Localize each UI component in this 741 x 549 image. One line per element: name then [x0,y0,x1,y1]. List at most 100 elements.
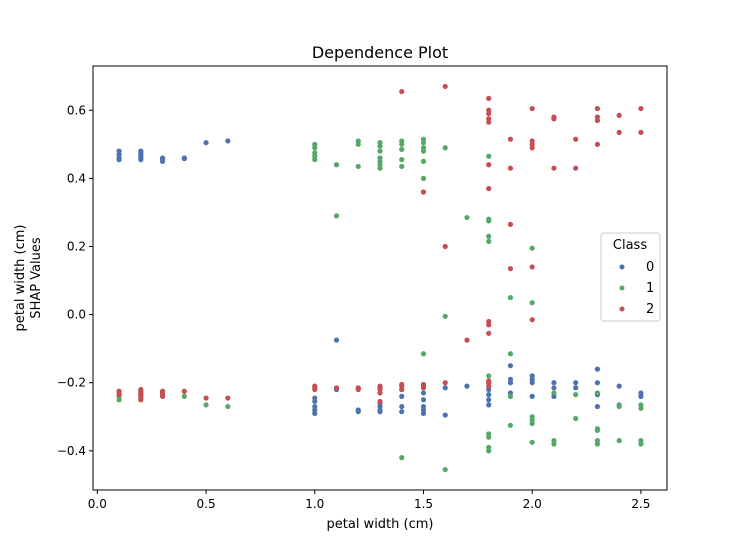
scatter-point-class-2 [203,395,209,401]
x-tick-label: 1.5 [414,497,433,511]
scatter-point-class-1 [616,403,622,410]
scatter-point-class-1 [181,393,187,399]
scatter-point-class-1 [333,162,340,168]
scatter-point-class-0 [573,380,579,386]
scatter-point-class-2 [616,112,622,118]
scatter-point-class-1 [420,148,427,154]
scatter-point-class-2 [486,111,492,117]
scatter-point-class-1 [551,441,557,447]
scatter-point-class-1 [442,313,448,319]
scatter-point-class-0 [203,140,209,146]
scatter-point-class-1 [399,141,405,147]
scatter-point-class-2 [377,398,383,405]
scatter-point-class-0 [355,409,361,415]
scatter-point-class-0 [225,138,231,144]
y-tick-label: −0.2 [57,376,86,390]
scatter-point-class-1 [507,294,514,301]
scatter-point-class-0 [420,390,427,396]
scatter-point-class-2 [486,186,492,192]
scatter-point-class-1 [312,157,318,163]
scatter-point-class-2 [507,221,514,227]
scatter-point-class-1 [399,146,405,153]
scatter-point-class-1 [225,403,231,410]
scatter-point-class-1 [529,245,535,251]
scatter-point-class-0 [529,380,535,386]
scatter-point-class-0 [594,366,601,372]
scatter-point-class-1 [529,420,535,427]
y-tick-label: −0.4 [57,444,86,458]
y-axis-label-line-2: SHAP Values [29,237,44,319]
scatter-point-class-2 [225,395,231,401]
scatter-point-class-1 [486,238,492,244]
scatter-point-class-2 [594,117,601,124]
scatter-point-class-2 [507,266,514,272]
plot-area-frame [92,65,668,491]
scatter-point-class-2 [442,380,448,386]
scatter-point-class-2 [529,264,535,270]
scatter-point-class-0 [138,157,144,163]
x-tick-label: 2.0 [523,497,542,511]
scatter-point-class-2 [420,189,427,195]
scatter-point-class-2 [529,105,535,112]
scatter-point-class-2 [486,119,492,125]
scatter-point-class-1 [420,175,427,181]
scatter-point-class-0 [594,403,601,410]
scatter-point-class-0 [507,380,514,386]
scatter-point-class-2 [399,88,405,95]
legend-marker-2 [619,306,625,312]
scatter-point-class-1 [203,402,209,408]
scatter-point-class-2 [507,165,514,171]
scatter-point-class-0 [616,383,622,389]
x-axis-label: petal width (cm) [327,517,434,532]
scatter-point-class-1 [420,140,427,146]
scatter-point-class-1 [573,415,579,422]
scatter-point-class-1 [616,438,622,444]
scatter-point-class-1 [573,392,579,398]
scatter-point-class-1 [638,405,644,411]
scatter-point-class-1 [594,427,601,433]
y-axis-label: petal width (cm) SHAP Values [13,225,44,332]
scatter-point-class-1 [355,163,361,170]
scatter-point-class-2 [529,317,535,323]
scatter-point-class-1 [420,351,427,357]
scatter-point-class-0 [442,412,448,418]
scatter-point-class-0 [486,402,492,408]
scatter-point-class-2 [594,141,601,147]
scatter-point-class-2 [507,136,514,142]
scatter-point-class-1 [594,390,601,396]
scatter-point-class-0 [399,409,405,415]
legend-marker-0 [619,264,625,270]
scatter-point-class-0 [333,337,340,343]
scatter-point-class-2 [486,330,492,336]
scatter-point-class-2 [138,397,144,403]
scatter-point-class-1 [486,373,492,379]
x-tick-label: 0.5 [197,497,216,511]
scatter-point-class-2 [333,385,340,391]
x-tick-label: 2.5 [631,497,650,511]
scatter-point-class-1 [486,218,492,224]
x-tick-label: 1.0 [305,497,324,511]
scatter-point-class-2 [181,388,187,394]
scatter-point-class-0 [116,157,122,163]
legend-box [600,232,661,322]
scatter-point-class-2 [638,129,644,136]
scatter-point-class-1 [507,422,514,428]
scatter-point-class-0 [486,392,492,398]
scatter-point-class-1 [333,213,340,219]
scatter-point-class-0 [507,363,514,369]
scatter-point-class-2 [420,385,427,391]
scatter-point-class-1 [464,214,470,221]
scatter-point-class-1 [442,145,448,151]
scatter-point-class-1 [638,441,644,447]
scatter-point-class-0 [486,397,492,403]
scatter-point-class-2 [573,136,579,142]
scatter-point-class-1 [594,441,601,447]
scatter-point-class-2 [486,322,492,328]
y-tick-label: 0.0 [67,308,86,322]
scatter-point-class-0 [377,409,383,415]
scatter-point-class-1 [551,390,557,396]
scatter-point-class-1 [486,233,492,239]
x-tick-label: 0.0 [88,497,107,511]
scatter-point-class-1 [486,448,492,454]
y-tick-label: 0.2 [67,239,86,253]
